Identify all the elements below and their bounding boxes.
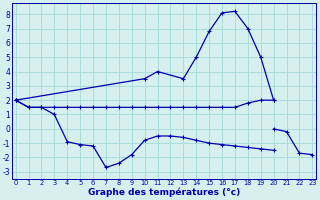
X-axis label: Graphe des températures (°c): Graphe des températures (°c)	[88, 188, 240, 197]
